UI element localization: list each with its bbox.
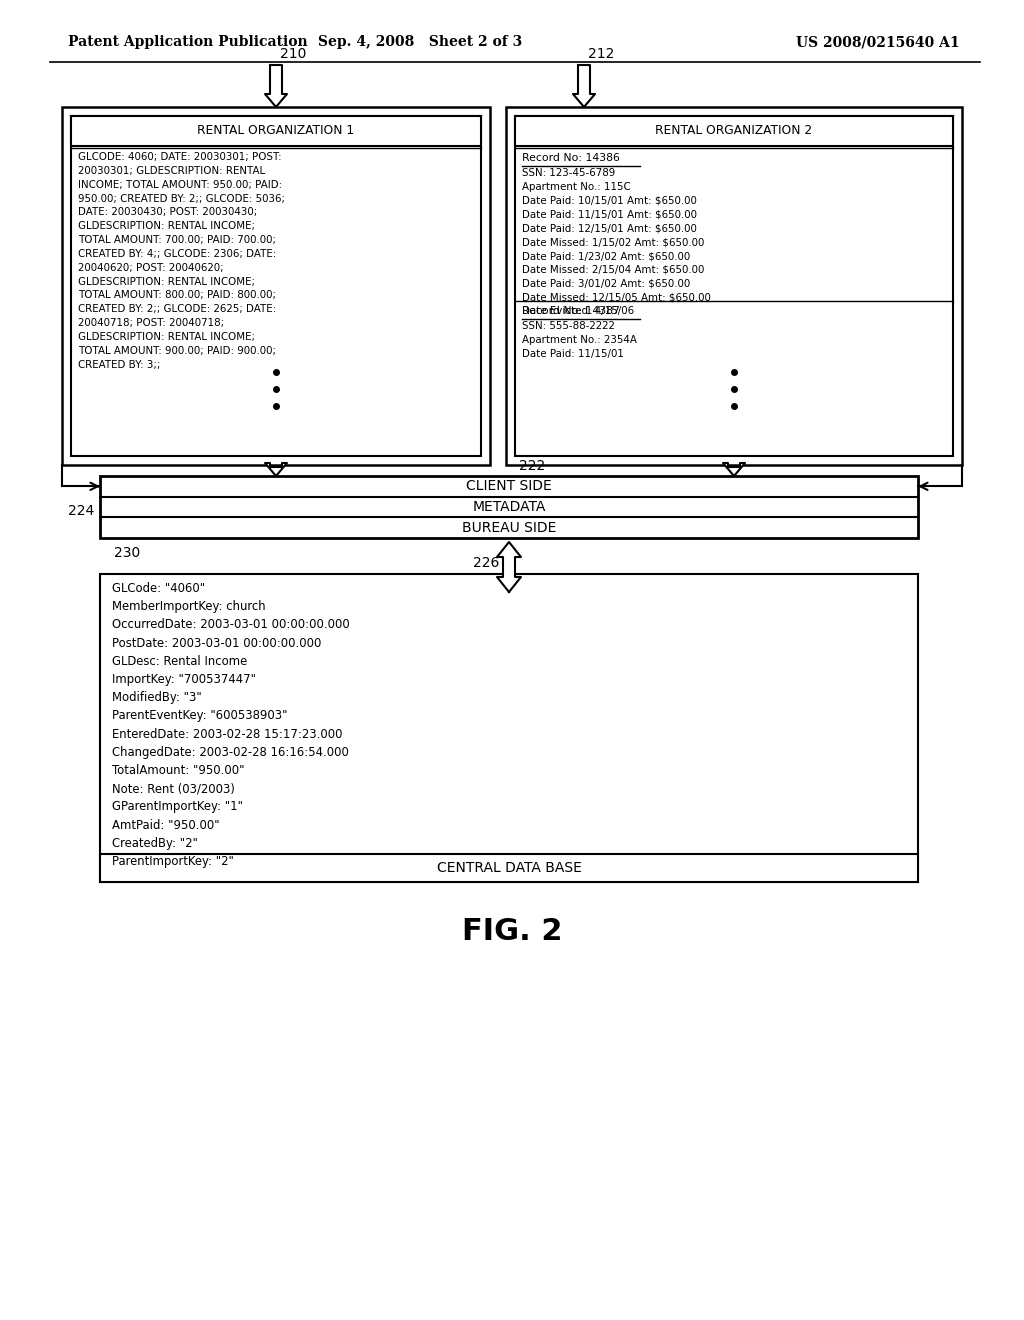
Text: GLCODE: 4060; DATE: 20030301; POST:
20030301; GLDESCRIPTION: RENTAL
INCOME; TOTA: GLCODE: 4060; DATE: 20030301; POST: 2003… [78,152,285,370]
Text: METADATA: METADATA [472,500,546,513]
Bar [100,854,918,882]
Text: SSN: 555-88-2222
Apartment No.: 2354A
Date Paid: 11/15/01: SSN: 555-88-2222 Apartment No.: 2354A Da… [522,321,637,359]
Text: RENTAL ORGANIZATION 2: RENTAL ORGANIZATION 2 [655,124,813,137]
Bar [515,116,953,147]
Bar [62,107,490,465]
Polygon shape [723,463,745,477]
Bar [71,116,481,455]
Polygon shape [497,543,521,591]
Bar [71,116,481,147]
Text: 224: 224 [68,504,94,517]
Polygon shape [265,65,287,107]
Text: FIG. 2: FIG. 2 [462,917,562,946]
Text: 212: 212 [588,48,614,61]
Text: 226: 226 [473,556,499,570]
Polygon shape [265,463,287,477]
Text: SSN: 123-45-6789
Apartment No.: 115C
Date Paid: 10/15/01 Amt: $650.00
Date Paid:: SSN: 123-45-6789 Apartment No.: 115C Dat… [522,168,711,317]
Polygon shape [573,65,595,107]
Text: GLCode: "4060"
MemberImportKey: church
OccurredDate: 2003-03-01 00:00:00.000
Pos: GLCode: "4060" MemberImportKey: church O… [112,582,350,869]
Bar [515,116,953,455]
Text: BUREAU SIDE: BUREAU SIDE [462,520,556,535]
Text: 222: 222 [519,459,545,473]
Bar [100,477,918,539]
Text: 230: 230 [114,546,140,560]
Text: RENTAL ORGANIZATION 1: RENTAL ORGANIZATION 1 [198,124,354,137]
Text: CLIENT SIDE: CLIENT SIDE [466,479,552,494]
Text: US 2008/0215640 A1: US 2008/0215640 A1 [797,36,961,49]
Text: Record No: 14386: Record No: 14386 [522,153,620,162]
Text: CENTRAL DATA BASE: CENTRAL DATA BASE [436,861,582,875]
Bar [506,107,962,465]
Text: 210: 210 [280,48,306,61]
Bar [100,574,918,882]
Text: Patent Application Publication: Patent Application Publication [68,36,307,49]
Text: Sep. 4, 2008   Sheet 2 of 3: Sep. 4, 2008 Sheet 2 of 3 [317,36,522,49]
Text: Record No: 14387: Record No: 14387 [522,306,620,315]
